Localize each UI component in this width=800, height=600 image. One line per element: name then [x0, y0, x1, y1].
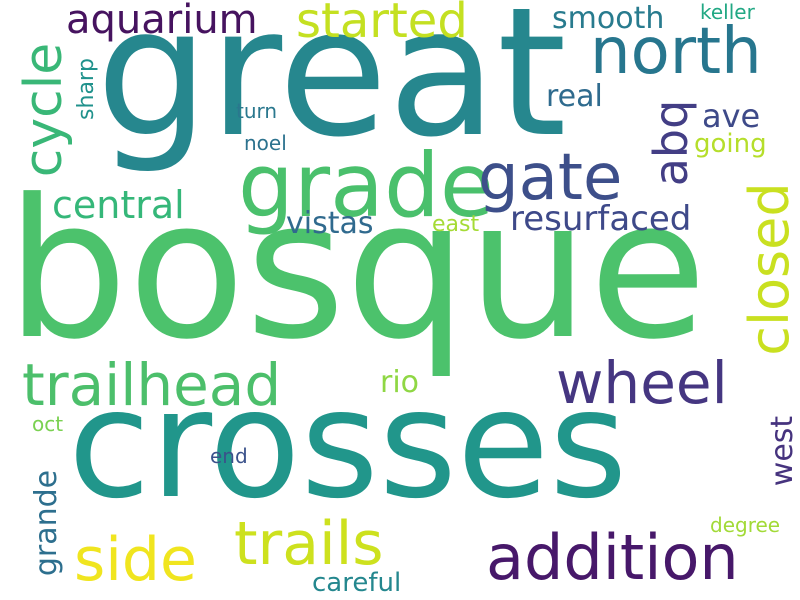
- word-smooth: smooth: [552, 1, 665, 36]
- word-trails: trails: [234, 509, 384, 579]
- word-trailhead: trailhead: [22, 351, 282, 419]
- word-oct: oct: [32, 412, 64, 436]
- word-east: east: [432, 212, 480, 237]
- word-gate: gate: [478, 141, 623, 215]
- word-degree: degree: [710, 513, 781, 537]
- word-resurfaced: resurfaced: [510, 199, 692, 239]
- word-side: side: [74, 525, 197, 595]
- word-rio: rio: [380, 365, 420, 400]
- word-central: central: [52, 183, 185, 227]
- word-grade: grade: [238, 134, 494, 237]
- word-aquarium: aquarium: [66, 0, 258, 43]
- word-cycle: cycle: [14, 42, 74, 178]
- word-wheel: wheel: [556, 349, 728, 417]
- word-crosses: crosses: [68, 358, 628, 532]
- word-turn: turn: [236, 99, 278, 123]
- word-noel: noel: [244, 131, 287, 155]
- word-great: great: [96, 0, 567, 176]
- word-going: going: [694, 129, 767, 159]
- word-ave: ave: [702, 97, 761, 135]
- word-closed: closed: [738, 182, 800, 356]
- word-real: real: [546, 79, 603, 114]
- word-abq: abq: [644, 99, 698, 187]
- word-grande: grande: [29, 469, 64, 577]
- word-started: started: [296, 0, 468, 49]
- word-vistas: vistas: [286, 206, 374, 241]
- word-careful: careful: [312, 568, 402, 598]
- word-west: west: [765, 415, 800, 487]
- word-sharp: sharp: [74, 58, 99, 120]
- word-keller: keller: [700, 0, 755, 24]
- word-end: end: [210, 444, 248, 468]
- word-north: north: [590, 15, 762, 89]
- word-addition: addition: [486, 521, 739, 594]
- word-bosque: bosque: [6, 159, 708, 382]
